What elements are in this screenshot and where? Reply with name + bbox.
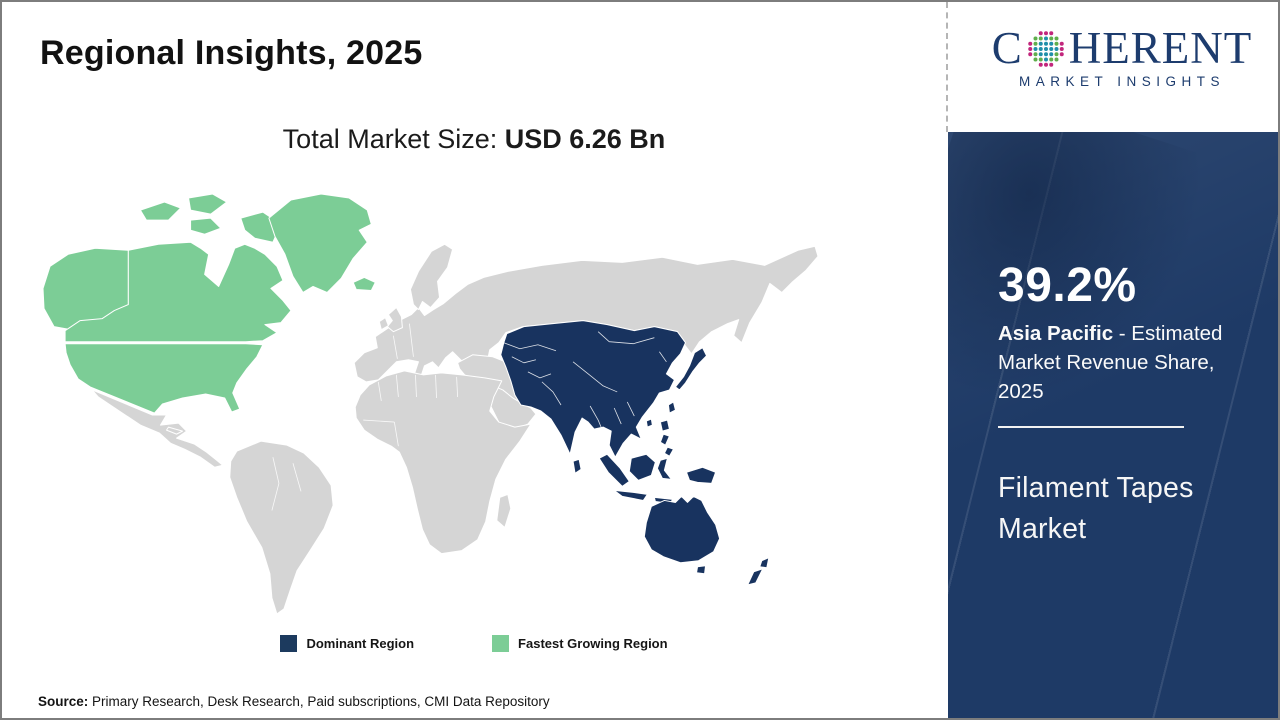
logo-tagline: MARKET INSIGHTS <box>1018 74 1226 89</box>
highlight-sidebar: 39.2% Asia Pacific - Estimated Market Re… <box>948 132 1278 718</box>
map-scandinavia <box>409 243 454 311</box>
map-iceland <box>352 276 376 291</box>
map-sri-lanka <box>572 458 582 474</box>
map-asia-mainland <box>500 320 686 458</box>
sidebar-divider <box>998 426 1184 429</box>
map-nz-north <box>759 557 770 569</box>
legend-label-fastest: Fastest Growing Region <box>518 636 668 651</box>
map-internal-borders <box>271 323 675 511</box>
map-arctic-island-3 <box>190 217 222 235</box>
dotted-globe-icon <box>1028 30 1064 67</box>
market-name: Filament Tapes Market <box>998 472 1194 545</box>
stat-region: Asia Pacific <box>998 321 1114 345</box>
map-nz-south <box>747 568 764 586</box>
map-philippines-3 <box>663 446 674 457</box>
map-australia <box>643 495 721 564</box>
legend-item-dominant: Dominant Region <box>280 635 414 652</box>
map-usa <box>64 343 264 414</box>
map-region-asia-pacific <box>500 320 770 586</box>
fastest-region-swatch <box>492 635 510 652</box>
logo-letters-rest: HERENT <box>1068 23 1253 73</box>
market-size-value: USD 6.26 Bn <box>504 124 666 154</box>
market-size-label: Total Market Size: <box>282 124 505 154</box>
map-south-america <box>229 440 334 615</box>
map-japan <box>674 347 708 391</box>
map-new-guinea <box>685 466 717 484</box>
map-borneo <box>628 453 656 481</box>
source-label: Source: <box>38 694 89 709</box>
map-taiwan <box>667 401 676 414</box>
stat-value: 39.2% <box>998 259 1137 312</box>
map-hainan <box>645 418 653 428</box>
stat-description: Asia Pacific - Estimated Market Revenue … <box>998 319 1236 406</box>
map-greenland <box>268 193 372 293</box>
map-philippines-1 <box>659 419 670 432</box>
map-region-rest-of-world <box>91 243 818 615</box>
dashed-divider <box>946 2 948 132</box>
map-canada <box>64 241 292 343</box>
map-caribbean <box>165 426 184 435</box>
map-region-north-america <box>42 193 376 414</box>
legend-item-fastest: Fastest Growing Region <box>492 635 668 652</box>
map-sulawesi <box>656 457 672 480</box>
world-map <box>40 190 818 622</box>
source-text: Primary Research, Desk Research, Paid su… <box>88 694 550 709</box>
logo-wordmark: C HERENT <box>974 26 1270 71</box>
map-arctic-island-2 <box>188 193 228 215</box>
map-uk <box>386 307 403 333</box>
logo-coherent: C HERENT MARKET INSIGHTS <box>974 26 1270 90</box>
total-market-size: Total Market Size: USD 6.26 Bn <box>2 124 946 155</box>
map-philippines-2 <box>659 433 670 446</box>
map-europe-russia <box>353 245 818 383</box>
map-sumatra <box>598 453 630 487</box>
map-madagascar <box>496 493 512 529</box>
map-java <box>613 489 648 501</box>
world-map-svg <box>42 193 818 615</box>
page-title: Regional Insights, 2025 <box>40 34 423 72</box>
stat-desc-text: - Estimated Market Revenue Share, 2025 <box>998 321 1223 404</box>
map-ireland <box>378 317 389 331</box>
map-africa <box>354 370 532 555</box>
dominant-region-swatch <box>280 635 298 652</box>
map-legend: Dominant Region Fastest Growing Region <box>2 635 946 652</box>
map-mexico-central-america <box>91 389 224 468</box>
logo-letter-c: C <box>991 23 1023 73</box>
map-tasmania <box>696 565 707 575</box>
source-line: Source: Primary Research, Desk Research,… <box>38 694 550 709</box>
map-arctic-island-1 <box>139 201 182 221</box>
legend-label-dominant: Dominant Region <box>306 636 415 651</box>
